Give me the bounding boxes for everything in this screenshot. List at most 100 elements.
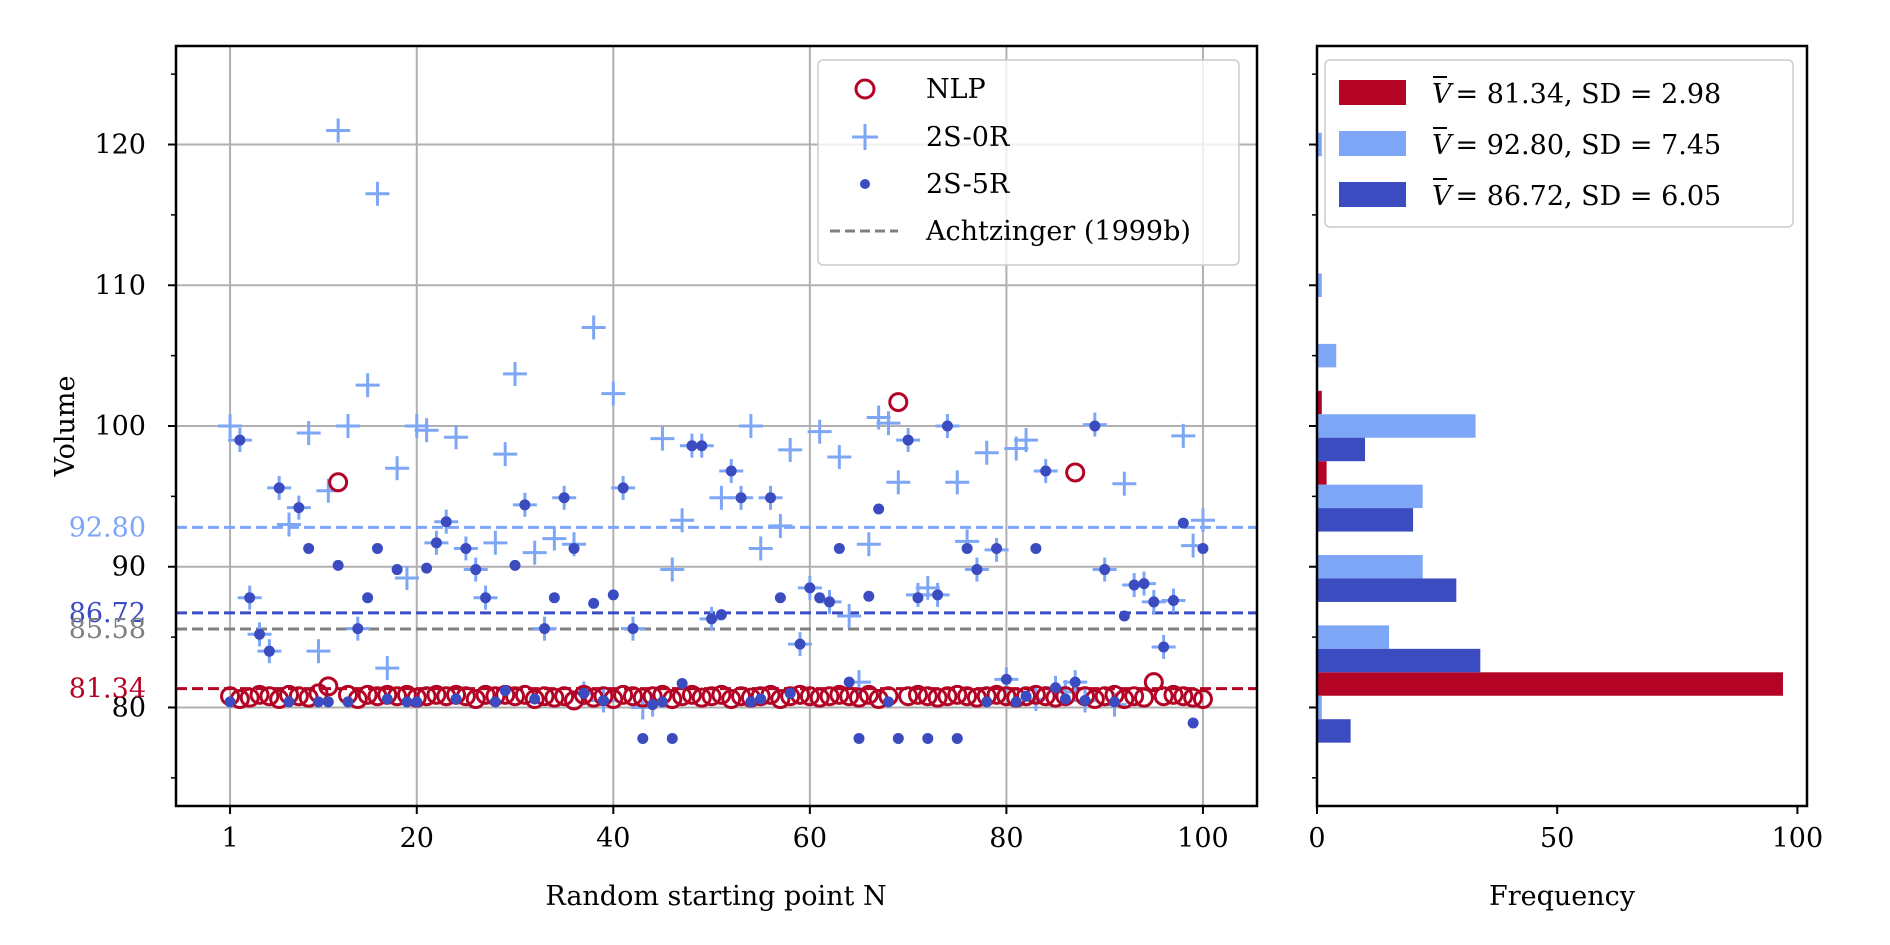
point-2s-5r [981,696,993,708]
point-2s-5r [892,732,904,744]
bar-2s-5r [1317,719,1351,743]
point-2s-0r [778,437,803,462]
reference-lines [176,525,1257,691]
point-nlp [573,684,594,705]
point-nlp [1055,686,1076,707]
point-2s-5r [961,542,973,554]
point-2s-5r [1020,690,1032,702]
point-2s-5r [922,732,934,744]
y-tick-label: 90 [112,552,146,583]
point-2s-0r [1112,471,1137,496]
point-nlp [1192,689,1213,710]
point-nlp [426,684,447,705]
y-tick-label: 100 [94,411,146,442]
point-2s-5r [529,693,541,705]
legend-nlp-stats: V = 81.34, SD = 2.98 [1432,79,1721,110]
point-nlp [622,686,643,707]
point-2s-5r [843,676,855,688]
histogram-x-axis-label: Frequency [1489,881,1636,912]
bar-2s-0r [1317,695,1322,720]
y-tick-label: 80 [112,692,146,723]
bar-2s-5r [1317,648,1481,673]
legend-achtzinger-label: Achtzinger (1999b) [925,216,1191,247]
point-2s-5r [450,693,462,705]
point-2s-5r [1187,717,1199,729]
legend-2s-0r-stats: V = 92.80, SD = 7.45 [1432,130,1721,161]
point-2s-0r [974,440,999,465]
bar-2s-0r [1317,273,1322,297]
point-nlp [799,686,820,707]
bar-2s-0r [1317,484,1423,509]
point-nlp [858,684,879,705]
point-nlp [898,686,919,707]
point-2s-0r [581,315,606,340]
point-2s-5r [1197,542,1209,554]
point-2s-5r [696,440,708,452]
hist-x-tick-label: 100 [1772,823,1824,854]
hist-x-tick-label: 0 [1308,823,1325,854]
point-nlp [927,687,948,708]
point-2s-0r [375,656,400,681]
point-nlp [829,684,850,705]
point-2s-5r [784,687,796,699]
point-nlp [986,684,1007,705]
point-2s-0r [522,540,547,565]
point-2s-5r [706,613,718,625]
x-tick-label: 1 [221,823,238,854]
y-tick-label: 120 [94,130,146,161]
point-2s-5r [421,562,433,574]
point-2s-5r [932,589,944,601]
bar-nlp [1317,461,1327,485]
point-2s-5r [224,696,236,708]
histogram-panel: 0 50 100 Frequency V = 81.34, SD = 2.98 V = … [1308,44,1824,912]
point-2s-0r [1190,508,1215,533]
point-2s-5r [755,693,767,705]
point-2s-5r [735,492,747,504]
point-2s-0r [414,418,439,443]
point-nlp [888,392,909,413]
legend-2s-0r-label: 2S-0R [926,122,1010,153]
point-2s-5r [607,589,619,601]
point-nlp [505,686,526,707]
legend-nlp-swatch [1339,80,1406,105]
bar-2s-0r [1317,414,1476,438]
legend-2s-5r-label: 2S-5R [926,169,1010,200]
point-2s-0r [601,381,626,406]
point-2s-0r [394,566,419,590]
point-nlp [701,686,722,707]
point-nlp [1143,672,1164,693]
point-nlp [839,686,860,707]
bar-2s-0r [1317,132,1322,157]
histogram-legend-box [1324,59,1794,228]
point-2s-5r [362,592,374,604]
point-2s-0r [1171,423,1196,448]
point-2s-5r [725,465,737,477]
bar-2s-5r [1317,508,1414,532]
point-2s-5r [1148,596,1160,608]
point-nlp [770,689,791,710]
point-nlp [1153,686,1174,707]
point-2s-5r [332,559,344,571]
point-nlp [328,472,349,493]
legend-nlp-marker [854,78,876,100]
point-2s-0r [1014,428,1039,453]
point-2s-0r [670,508,695,533]
point-2s-0r [738,414,763,438]
point-2s-5r [1030,542,1042,554]
point-2s-5r [381,693,393,705]
histogram-ticks: 0 50 100 [1308,73,1824,854]
point-2s-5r [617,482,629,494]
y-tick-label: 110 [94,270,146,301]
point-nlp [1065,462,1086,483]
point-nlp [691,687,712,708]
point-nlp [809,687,830,708]
point-nlp [1094,686,1115,707]
point-2s-5r [391,564,403,576]
point-2s-5r [1069,676,1081,688]
point-nlp [1183,687,1204,708]
point-2s-5r [676,678,688,690]
bar-nlp [1317,390,1322,415]
point-2s-5r [804,582,816,594]
